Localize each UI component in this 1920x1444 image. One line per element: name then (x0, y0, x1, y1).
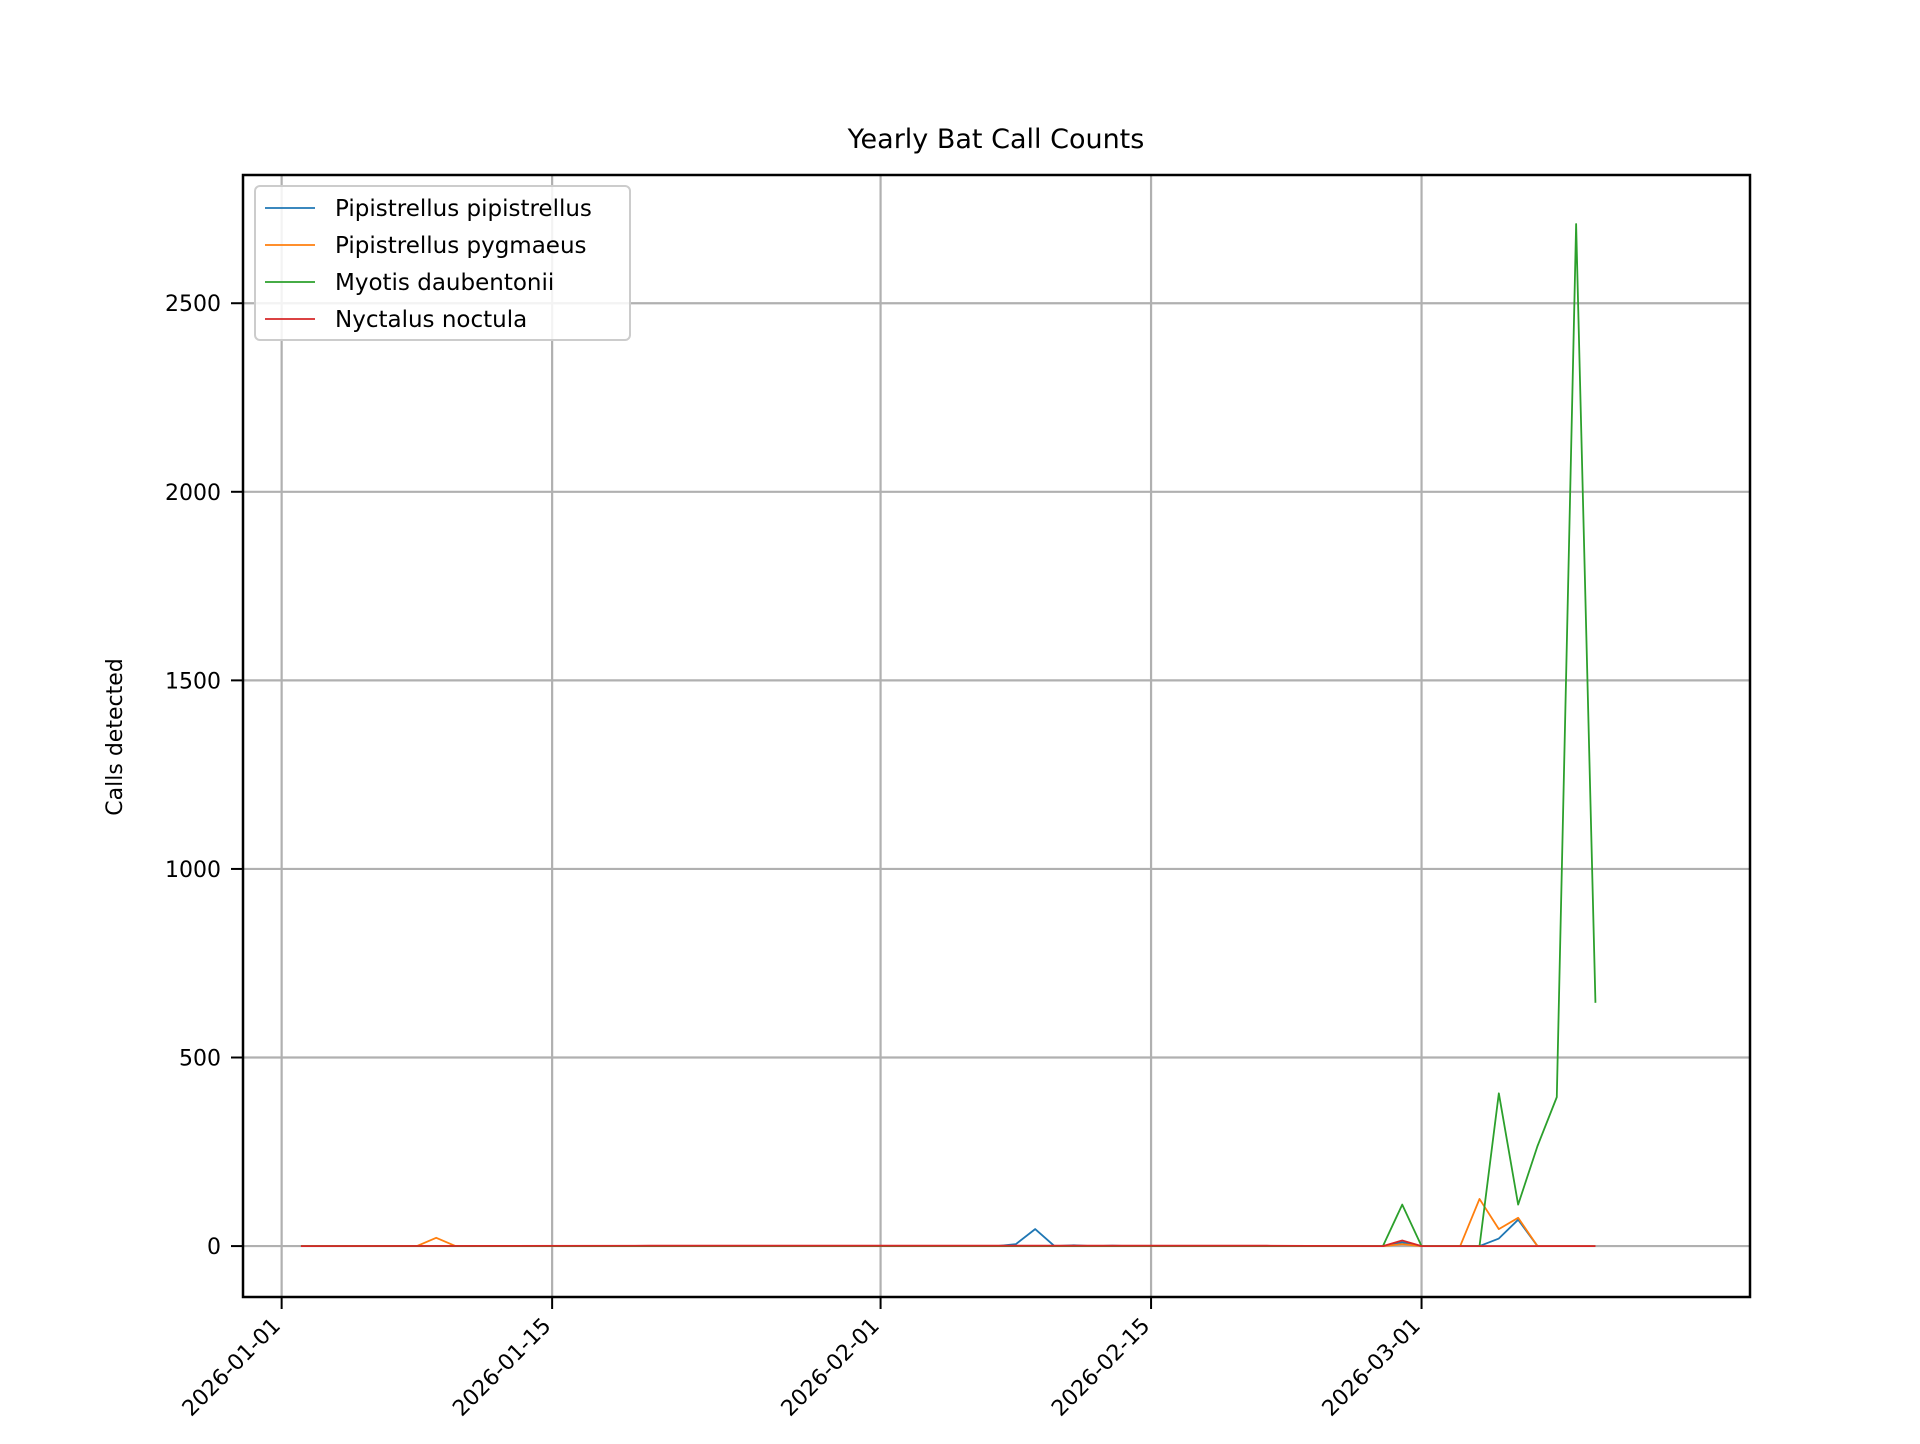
legend-label: Pipistrellus pygmaeus (335, 233, 587, 259)
y-tick-label: 2000 (165, 481, 221, 506)
series-line-myotis-daubentonii (300, 223, 1597, 1247)
y-tick-label: 2500 (165, 292, 221, 317)
y-tick-label: 1500 (165, 669, 221, 694)
y-axis-label: Calls detected (103, 658, 128, 815)
legend-box (254, 185, 631, 341)
y-tick-label: 1000 (165, 858, 221, 883)
series-line-nyctalus-noctula (300, 1239, 1596, 1247)
legend: Pipistrellus pipistrellus Pipistrellus py… (254, 185, 631, 341)
plot-frame (241, 173, 1752, 1299)
legend-label: Pipistrellus pipistrellus (335, 196, 592, 222)
chart-title: Yearly Bat Call Counts (847, 124, 1145, 155)
grid-lines (243, 175, 1750, 1297)
y-tick-label: 0 (207, 1235, 221, 1260)
y-axis: 0 500 1000 1500 2000 2500 (165, 292, 243, 1260)
y-tick-label: 500 (179, 1047, 221, 1072)
legend-label: Myotis daubentonii (335, 270, 554, 296)
legend-label: Nyctalus noctula (335, 307, 527, 333)
series-lines (300, 223, 1597, 1247)
